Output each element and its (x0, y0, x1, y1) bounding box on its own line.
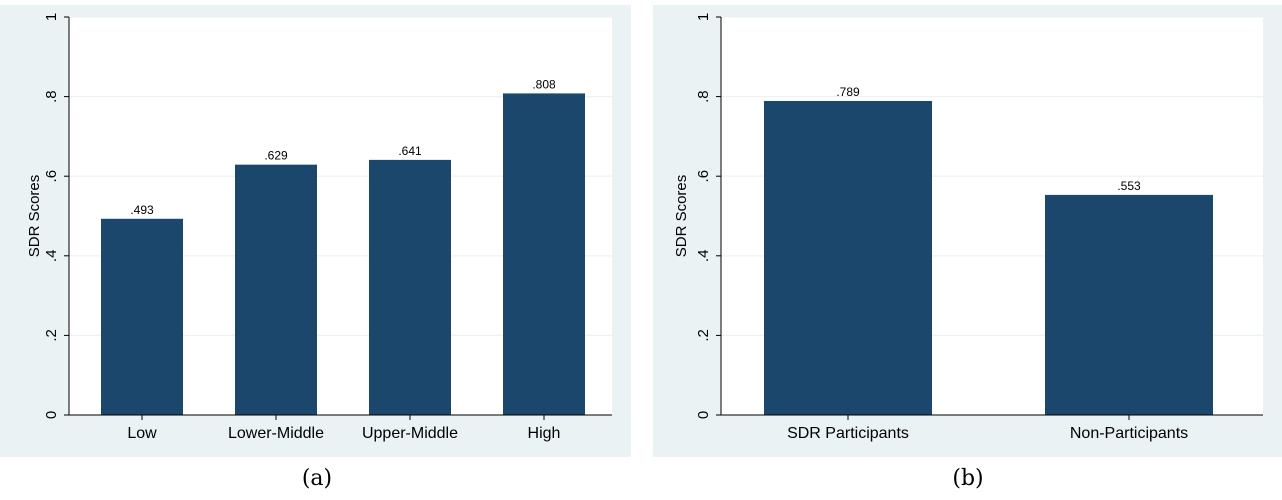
chart-panel-b: .789 SDR Participants .553 Non-Participants… (653, 5, 1282, 457)
y-tick-label: 0 (43, 411, 60, 419)
bar-value-label: .789 (836, 85, 860, 99)
bar (369, 159, 451, 415)
x-tick-label: Upper-Middle (362, 425, 458, 442)
bar-value-label: .629 (264, 149, 288, 163)
y-tick-label: 1 (695, 13, 712, 21)
y-tick-label: .4 (43, 250, 60, 263)
x-tick-label: Non-Participants (1070, 425, 1188, 442)
chart-panel-a: .493 Low .629 Lower-Middle .641 Upper-Middle.… (0, 5, 631, 457)
x-tick-label: Lower-Middle (228, 425, 324, 442)
y-tick-label: 1 (43, 13, 60, 21)
y-axis-title: SDR Scores (26, 175, 43, 258)
y-tick-label: .2 (43, 329, 60, 342)
y-tick-label: 0 (695, 411, 712, 419)
x-tick-label: High (528, 425, 561, 442)
y-tick-label: .6 (43, 170, 60, 183)
bar-value-label: .493 (130, 203, 154, 217)
y-tick-label: .8 (43, 90, 60, 103)
bar (1045, 194, 1213, 415)
bar-chart-b: .789 SDR Participants .553 Non-Participants… (673, 13, 1263, 442)
bar-chart-a: .493 Low .629 Lower-Middle .641 Upper-Middle.… (26, 13, 612, 442)
caption-b: (b) (952, 466, 984, 491)
bar (235, 164, 317, 415)
y-tick-label: .8 (695, 90, 712, 103)
y-tick-label: .6 (695, 170, 712, 183)
y-tick-label: .2 (695, 329, 712, 342)
x-tick-label: Low (127, 425, 157, 442)
x-tick-label: SDR Participants (787, 425, 909, 442)
bar-value-label: .553 (1117, 179, 1141, 193)
bar (101, 218, 183, 415)
caption-a: (a) (301, 466, 333, 491)
y-tick-label: .4 (695, 250, 712, 263)
bar (503, 93, 585, 415)
bar (764, 100, 932, 415)
bar-value-label: .641 (398, 144, 422, 158)
y-axis-title: SDR Scores (673, 175, 690, 258)
bar-value-label: .808 (532, 77, 556, 91)
